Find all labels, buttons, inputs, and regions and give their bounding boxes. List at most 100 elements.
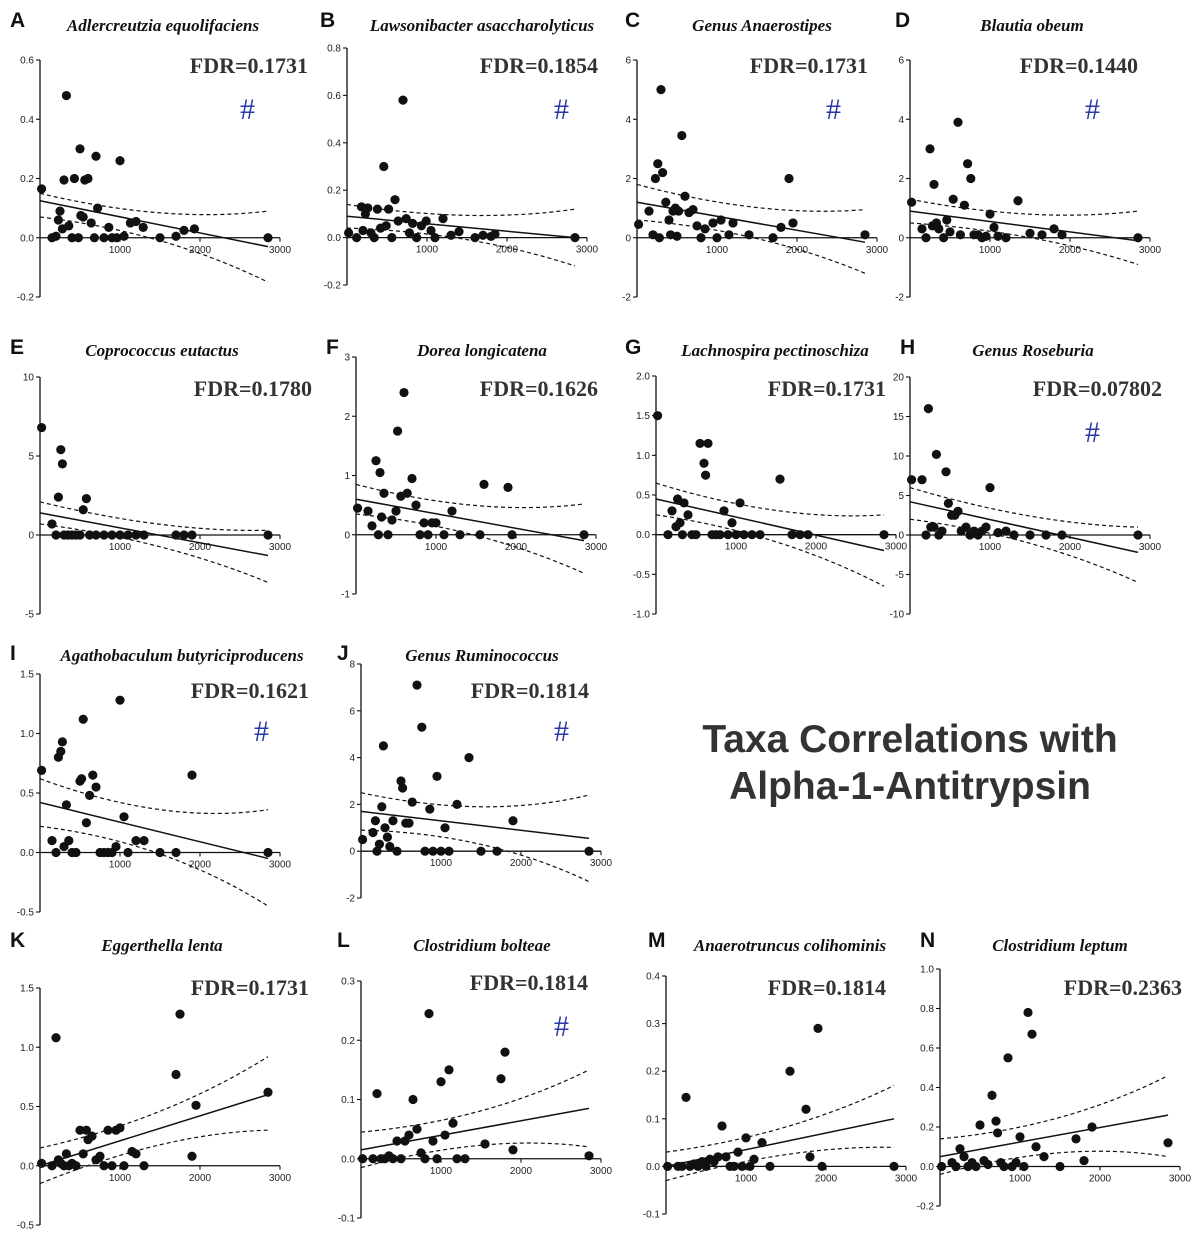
panel-l-point <box>388 1154 398 1164</box>
panel-d-point <box>907 197 917 207</box>
panel-b-y-tick-label: 0.4 <box>327 138 341 149</box>
panel-f-point <box>367 521 377 531</box>
panel-e-point <box>263 530 273 540</box>
panel-j-y-tick-label: -2 <box>346 894 355 905</box>
panel-l-point <box>436 1077 446 1087</box>
panel-j-point <box>368 827 378 838</box>
panel-f-point <box>377 512 387 522</box>
panel-h-fdr: FDR=0.07802 <box>1032 376 1162 401</box>
panel-j-point <box>584 846 594 856</box>
panel-a-point <box>53 215 64 225</box>
panel-l-y-tick-label: 0.1 <box>341 1095 355 1106</box>
panel-l-point <box>500 1047 510 1057</box>
panel-a-title: Adlercreutzia equolifaciens <box>66 16 260 35</box>
panel-i-point <box>111 841 121 852</box>
panel-j-x-tick-label: 3000 <box>590 858 613 869</box>
panel-n-point <box>951 1161 961 1172</box>
panel-e-point <box>75 530 85 540</box>
panel-f-label: F <box>326 336 339 359</box>
panel-e-ci-upper <box>39 501 269 532</box>
panel-j-plot: -2 0 2 4 6 8 1000 2000 3000 <box>346 660 612 905</box>
panel-c-x-tick-label: 1000 <box>706 245 729 256</box>
panel-c-point <box>656 85 666 95</box>
panel-b-x-tick-label: 2000 <box>496 245 519 256</box>
panel-k-point <box>99 1161 109 1171</box>
panel-m-y-tick-label: 0.0 <box>646 1162 660 1173</box>
panel-d-plot: -2 0 2 4 6 1000 2000 3000 <box>895 56 1161 304</box>
panel-j-point <box>370 816 380 826</box>
panel-g-point <box>653 411 663 421</box>
panel-l-point <box>420 1154 430 1164</box>
panel-f-y-tick-label: 1 <box>344 471 350 482</box>
panel-n-plot: -0.2 0.0 0.2 0.4 0.6 0.8 1.0 1000 2000 3000 <box>917 965 1192 1213</box>
panel-a-x-tick-label: 1000 <box>109 245 132 256</box>
panel-i-plot: -0.5 0.0 0.5 1.0 1.5 1000 2000 3000 <box>17 670 292 919</box>
panel-d-point <box>959 200 970 210</box>
panel-k-point <box>139 1161 149 1171</box>
panel-d-label: D <box>895 9 911 32</box>
panel-i-point <box>71 847 81 858</box>
panel-b-fit-line <box>346 215 576 239</box>
panel-g-ci-lower <box>655 514 885 587</box>
panel-n-point <box>1087 1122 1097 1132</box>
panel-d-point <box>966 173 976 184</box>
panel-h-y-tick-label: 10 <box>893 452 905 463</box>
panel-a-point <box>93 203 103 213</box>
panel-m-point <box>817 1161 827 1171</box>
panel-c-point <box>653 159 663 169</box>
panel-b-point <box>454 227 464 237</box>
panel-g-point <box>739 530 749 540</box>
panel-j-y-tick-label: 6 <box>349 706 355 717</box>
panel-f-point <box>431 518 441 528</box>
panel-e-y-tick-label: -5 <box>25 610 34 621</box>
panel-a-y-tick-label: 0.2 <box>20 174 34 185</box>
panel-d-point <box>929 179 939 190</box>
panel-a-point <box>37 184 47 194</box>
panel-m-point <box>813 1023 823 1033</box>
panel-j-point <box>398 783 408 793</box>
panel-h-point <box>993 528 1003 538</box>
panel-g-point <box>723 530 733 540</box>
panel-i-label: I <box>10 642 16 665</box>
panel-g-fit-line <box>655 498 885 552</box>
panel-b-point <box>381 221 391 231</box>
panel-a-point <box>119 231 129 241</box>
panel-c-point <box>708 218 718 228</box>
panel-a-point <box>171 231 181 241</box>
panel-f-fit-line <box>355 498 585 542</box>
panel-g-point <box>727 518 737 528</box>
panel-a-point <box>104 222 114 232</box>
panel-g-point <box>691 530 701 540</box>
panel-n-point <box>983 1159 993 1170</box>
panel-h-point <box>981 522 991 532</box>
panel-b-point <box>470 233 480 243</box>
panel-b-point <box>393 216 403 226</box>
panel-d-point <box>939 233 949 243</box>
panel-i-y-tick-label: 1.5 <box>20 670 34 681</box>
panel-h-ci-upper <box>909 487 1139 528</box>
panel-n-point <box>1055 1161 1065 1172</box>
panel-h-point <box>961 522 971 532</box>
panel-n-x-tick-label: 1000 <box>1009 1174 1032 1185</box>
panel-i-point <box>91 782 101 792</box>
panel-e-point <box>99 530 109 540</box>
panel-m-y-tick-label: 0.1 <box>646 1114 660 1125</box>
panel-j-point <box>428 846 438 856</box>
panel-a-point <box>64 221 74 231</box>
panel-n-y-tick-label: 0.8 <box>920 1004 934 1015</box>
panel-j-point <box>420 846 430 856</box>
panel-c-point <box>776 222 786 232</box>
panel-a-point <box>51 231 61 241</box>
panel-b-point <box>438 214 448 224</box>
figure-title-line1: Taxa Correlations with <box>702 718 1118 761</box>
panel-i-point <box>88 770 98 780</box>
panel-f-point <box>475 530 485 540</box>
panel-l-hash: # <box>554 1010 569 1043</box>
panel-h-point <box>923 404 934 414</box>
panel-h-y-tick-label: 0 <box>898 531 904 542</box>
panel-l-point <box>396 1154 406 1164</box>
panel-f-point <box>353 503 363 513</box>
panel-h-ci-lower <box>909 518 1139 583</box>
